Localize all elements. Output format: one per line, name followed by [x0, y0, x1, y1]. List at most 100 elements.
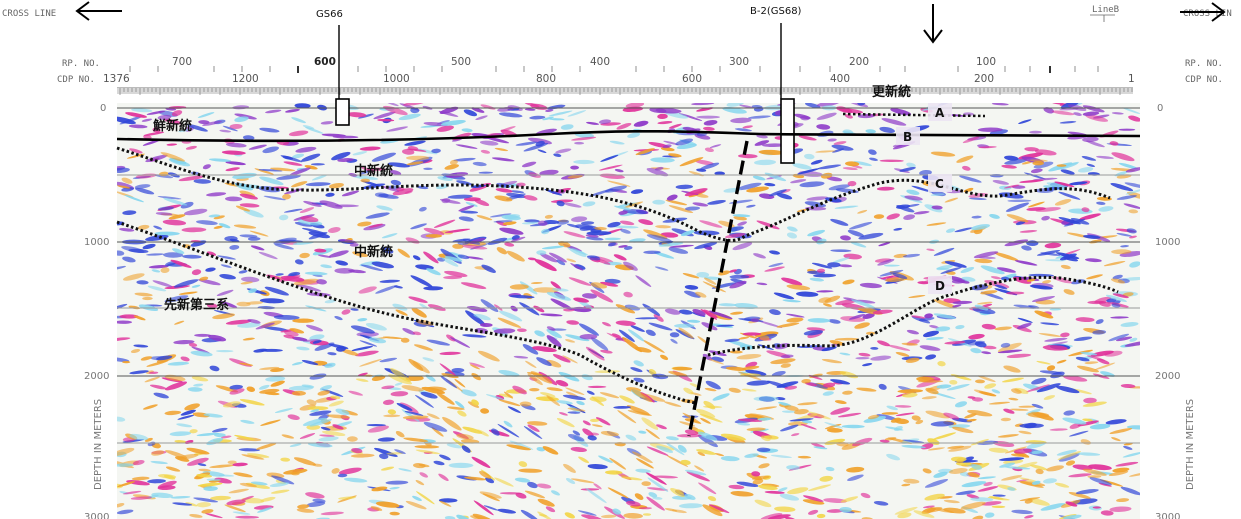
seismic-reflector-mark — [460, 210, 479, 214]
seismic-reflector-mark — [696, 271, 710, 278]
seismic-reflector-mark — [877, 340, 890, 347]
seismic-reflector-mark — [586, 231, 612, 236]
seismic-reflector-mark — [169, 431, 192, 437]
seismic-reflector-mark — [144, 437, 153, 442]
seismic-reflector-mark — [1056, 359, 1067, 364]
seismic-reflector-mark — [598, 119, 612, 124]
horizon-A-label: A — [928, 103, 952, 121]
seismic-reflector-mark — [453, 157, 476, 162]
seismic-reflector-mark — [1129, 261, 1140, 268]
seismic-reflector-mark — [981, 323, 996, 330]
seismic-reflector-mark — [902, 253, 921, 258]
seismic-reflector-mark — [803, 329, 824, 336]
seismic-reflector-mark — [822, 303, 833, 307]
seismic-reflector-mark — [193, 179, 212, 184]
seismic-reflector-mark — [585, 236, 604, 241]
seismic-reflector-mark — [968, 193, 989, 198]
seismic-reflector-mark — [527, 481, 538, 489]
seismic-reflector-mark — [754, 140, 770, 146]
seismic-reflector-mark — [911, 185, 933, 193]
seismic-reflector-mark — [852, 437, 873, 447]
seismic-reflector-mark — [153, 225, 163, 230]
seismic-reflector-mark — [164, 410, 182, 416]
seismic-reflector-mark — [657, 121, 673, 125]
seismic-reflector-mark — [630, 367, 643, 373]
seismic-reflector-mark — [991, 505, 1006, 509]
seismic-reflector-mark — [388, 374, 413, 385]
seismic-reflector-mark — [734, 303, 758, 309]
seismic-reflector-mark — [235, 205, 251, 212]
seismic-reflector-mark — [258, 251, 278, 260]
seismic-reflector-mark — [293, 278, 319, 286]
seismic-reflector-mark — [946, 383, 970, 391]
seismic-reflector-mark — [594, 226, 607, 231]
seismic-reflector-mark — [368, 337, 387, 344]
seismic-reflector-mark — [825, 466, 835, 472]
seismic-reflector-mark — [117, 337, 131, 342]
seismic-reflector-mark — [283, 161, 303, 166]
seismic-reflector-mark — [720, 456, 740, 462]
seismic-reflector-mark — [562, 394, 586, 401]
seismic-reflector-mark — [125, 112, 148, 118]
seismic-reflector-mark — [579, 333, 598, 340]
seismic-reflector-mark — [834, 205, 859, 209]
seismic-reflector-mark — [319, 434, 335, 437]
seismic-reflector-mark — [656, 445, 674, 453]
seismic-reflector-mark — [571, 216, 588, 223]
seismic-reflector-mark — [1129, 235, 1137, 239]
seismic-reflector-mark — [604, 237, 621, 241]
seismic-reflector-mark — [618, 210, 628, 215]
seismic-reflector-mark — [805, 103, 821, 109]
horizon-D-label: D — [928, 276, 952, 294]
seismic-reflector-mark — [784, 405, 799, 411]
seismic-reflector-mark — [816, 103, 840, 107]
seismic-reflector-mark — [930, 421, 955, 427]
seismic-reflector-mark — [738, 336, 750, 340]
seismic-reflector-mark — [527, 424, 540, 433]
seismic-reflector-mark — [926, 248, 935, 252]
seismic-reflector-mark — [260, 348, 283, 352]
svg-text:B: B — [903, 130, 912, 144]
depth-axis-label-left: DEPTH IN METERS — [93, 399, 104, 490]
seismic-reflector-mark — [1036, 383, 1061, 393]
seismic-reflector-mark — [678, 113, 703, 121]
seismic-reflector-mark — [420, 391, 438, 399]
seismic-reflector-mark — [296, 508, 315, 513]
seismic-reflector-mark — [305, 127, 324, 134]
seismic-reflector-mark — [319, 385, 332, 391]
seismic-reflector-mark — [623, 261, 638, 271]
seismic-reflector-mark — [757, 417, 772, 421]
seismic-reflector-mark — [824, 421, 844, 429]
seismic-reflector-mark — [1096, 155, 1114, 159]
seismic-reflector-mark — [480, 408, 490, 414]
seismic-reflector-mark — [406, 148, 427, 152]
seismic-reflector-mark — [702, 353, 713, 361]
seismic-reflector-mark — [668, 153, 682, 158]
seismic-reflector-mark — [648, 369, 657, 376]
seismic-reflector-mark — [1004, 155, 1019, 161]
seismic-reflector-mark — [209, 365, 220, 372]
seismic-reflector-mark — [830, 379, 851, 385]
seismic-reflector-mark — [441, 257, 459, 267]
seismic-reflector-mark — [204, 513, 223, 519]
seismic-reflector-mark — [901, 392, 918, 398]
seismic-reflector-mark — [431, 148, 441, 154]
seismic-reflector-mark — [1108, 333, 1130, 342]
seismic-reflector-mark — [266, 472, 285, 479]
seismic-reflector-mark — [1125, 167, 1140, 173]
seismic-reflector-mark — [863, 415, 887, 423]
seismic-reflector-mark — [1018, 119, 1032, 124]
seismic-reflector-mark — [539, 169, 559, 176]
seismic-reflector-mark — [218, 474, 234, 477]
seismic-reflector-mark — [463, 197, 481, 202]
seismic-reflector-mark — [696, 115, 720, 119]
seismic-reflector-mark — [218, 223, 231, 229]
seismic-reflector-mark — [786, 317, 804, 323]
seismic-reflector-mark — [809, 277, 824, 282]
seismic-reflector-mark — [551, 288, 569, 292]
seismic-reflector-mark — [842, 390, 853, 395]
seismic-reflector-mark — [444, 164, 459, 170]
seismic-reflector-mark — [856, 387, 877, 392]
seismic-reflector-mark — [1126, 228, 1137, 234]
seismic-reflector-mark — [442, 416, 462, 431]
